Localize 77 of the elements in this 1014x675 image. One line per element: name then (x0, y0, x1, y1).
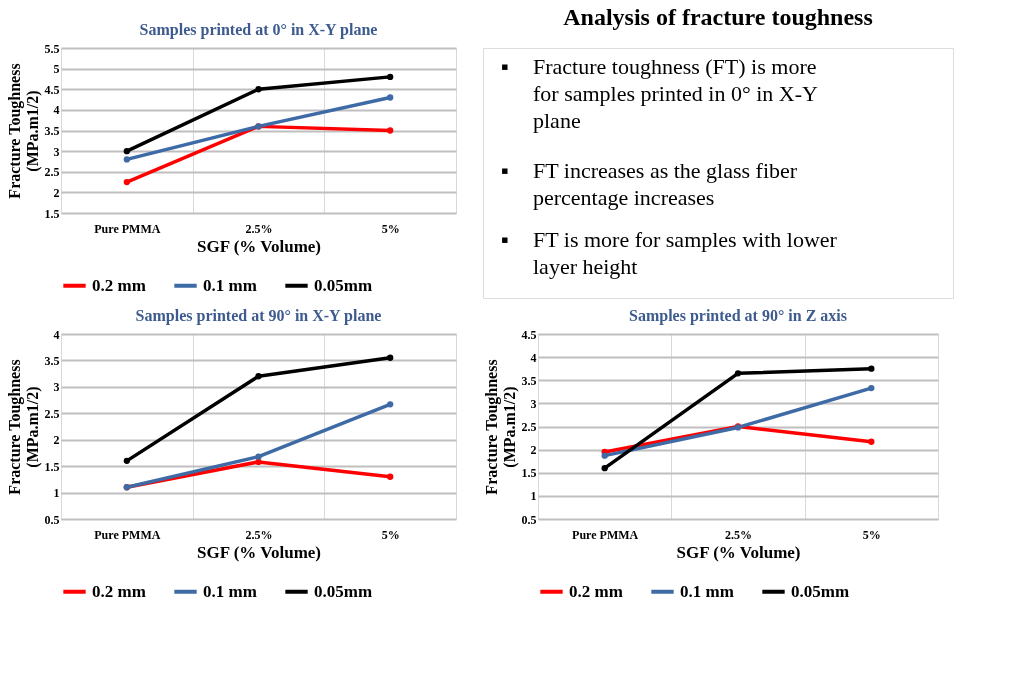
x-tick-label: Pure PMMA (94, 221, 161, 236)
point (868, 438, 875, 445)
y-tick-label: 2 (530, 443, 537, 458)
y-tick-label: 2.5 (44, 406, 60, 421)
y-tick-label: 4 (530, 350, 537, 365)
y-tick-label: 2.5 (521, 420, 537, 434)
point (255, 373, 262, 380)
point (123, 178, 130, 186)
legend-label: 0.1 mm (203, 275, 257, 295)
point (255, 458, 262, 466)
chart-title: Samples printed at 0° in X-Y plane (139, 21, 378, 39)
y-tick-label: 3 (53, 144, 60, 159)
point (601, 452, 608, 459)
point (387, 473, 394, 480)
y-tick-label: 4.5 (44, 82, 60, 97)
x-axis-title: SGF (% Volume) (676, 542, 801, 562)
point (123, 457, 130, 465)
y-tick-label: 2.5 (44, 165, 60, 180)
y-axis-title: Fracture Toughness (MPa.m1/2) (482, 359, 519, 495)
x-tick-label: 2.5% (725, 527, 752, 542)
y-tick-label: 2 (53, 185, 60, 200)
point (255, 86, 262, 93)
point (601, 464, 608, 472)
point (387, 354, 394, 361)
point (123, 156, 130, 163)
y-tick-label: 1.5 (521, 466, 537, 481)
y-tick-label: 4 (53, 103, 60, 118)
legend-label: 0.2 mm (92, 581, 146, 601)
text: Analysis of fracture toughness (563, 4, 873, 30)
point (123, 147, 130, 155)
legend-label: 0.05mm (791, 581, 850, 601)
x-tick-label: 5% (381, 527, 400, 542)
y-tick-label: 1.5 (44, 206, 60, 221)
y-axis-title: Fracture Toughness (MPa.m1/2) (5, 359, 42, 495)
point (387, 73, 394, 81)
y-tick-label: 1.5 (44, 459, 60, 474)
x-tick-label: Pure PMMA (94, 527, 161, 542)
legend-label: 0.2 mm (92, 275, 146, 295)
legend-label: 0.1 mm (203, 581, 257, 601)
point (387, 127, 394, 134)
y-tick-label: 5 (53, 62, 60, 77)
chart-title: Samples printed at 90° in X-Y plane (135, 307, 382, 325)
x-tick-label: 5% (381, 221, 400, 236)
y-tick-label: 3 (53, 380, 60, 395)
point (387, 94, 394, 101)
y-tick-label: 3.5 (44, 353, 60, 368)
y-tick-label: 5.5 (44, 41, 60, 56)
y-tick-label: 4.5 (521, 327, 537, 342)
y-tick-label: 3.5 (44, 124, 60, 138)
legend-label: 0.05mm (314, 581, 373, 601)
legend-label: 0.05mm (314, 275, 373, 295)
y-tick-label: 3.5 (521, 373, 537, 388)
point (387, 401, 394, 408)
y-tick-label: 3 (530, 396, 537, 411)
y-tick-label: 0.5 (44, 512, 60, 527)
legend-label: 0.1 mm (680, 581, 734, 601)
y-tick-label: 1 (53, 486, 60, 501)
text: ▪ Fracture toughness (FT) is more for samples printed in 0° in X-Y plane (501, 53, 818, 133)
x-tick-label: 2.5% (245, 527, 273, 542)
x-tick-label: 2.5% (245, 221, 273, 236)
x-axis-title: SGF (% Volume) (196, 542, 322, 562)
point (868, 365, 875, 372)
x-axis-title: SGF (% Volume) (196, 236, 322, 256)
y-axis-title: Fracture Toughness (MPa.m1/2) (5, 63, 42, 199)
point (868, 384, 875, 392)
text: ▪ FT increases as the glass fiber percentage increases (501, 158, 798, 210)
point (734, 370, 742, 377)
point (255, 453, 262, 460)
legend-label: 0.2 mm (569, 581, 623, 601)
x-tick-label: Pure PMMA (572, 527, 639, 542)
text: ▪ FT is more for samples with lower layer height (501, 227, 837, 280)
y-tick-label: 1 (530, 489, 537, 504)
y-tick-label: 2 (53, 433, 60, 448)
x-tick-label: 5% (862, 527, 881, 542)
y-tick-label: 4 (53, 327, 60, 342)
y-tick-label: 0.5 (521, 512, 537, 527)
chart-title: Samples printed at 90° in Z axis (629, 307, 847, 325)
